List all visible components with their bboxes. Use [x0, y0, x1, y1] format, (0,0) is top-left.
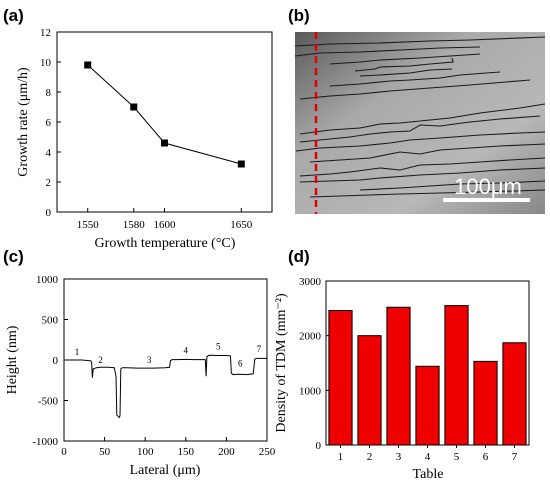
panel-c-xlabel: Lateral (μm) [130, 463, 201, 478]
panel-a-xlabel: Growth temperature (°C) [95, 236, 236, 251]
scale-bar-label: 100μm [454, 174, 522, 199]
panel-c-ytick-label: -500 [38, 396, 59, 408]
panel-c-annotations: 1 2 3 4 5 6 7 [75, 341, 262, 368]
panel-a-data-point [130, 103, 138, 111]
panel-d-bar [328, 310, 353, 446]
panel-c-y-ticks: -1000 -500 0 500 1000 [32, 274, 68, 448]
panel-a-xtick-label: 1550 [77, 219, 100, 231]
panel-c-region-label: 4 [184, 346, 189, 356]
panel-d-bar [386, 306, 411, 446]
panel-c-ytick-label: -1000 [32, 436, 58, 448]
panel-c-xtick-label: 200 [218, 446, 235, 458]
panel-a-ytick-label: 0 [46, 207, 52, 219]
panel-c-xtick-label: 100 [137, 446, 154, 458]
panel-d-ytick-label: 3000 [299, 276, 322, 288]
panel-c-ylabel: Height (nm) [5, 325, 20, 394]
panel-c-ytick-label: 500 [42, 315, 59, 327]
panel-a-xtick-label: 1650 [230, 219, 253, 231]
panel-c-frame [63, 278, 268, 442]
panel-a-markers [84, 61, 245, 168]
panel-c-region-label: 3 [147, 355, 152, 365]
panel-a-x-ticks: 1550 1580 1600 1650 [77, 208, 253, 231]
panel-d-xlabel: Table [413, 467, 444, 482]
panel-a-y-ticks: 0 2 4 6 8 10 12 [40, 27, 61, 219]
panel-d-ylabel: Density of TDM (mm⁻²) [274, 293, 289, 433]
panel-c-label: (c) [3, 247, 24, 266]
panel-d-ytick-label: 0 [316, 440, 322, 452]
panel-c-region-label: 1 [75, 347, 80, 357]
panel-c-region-label: 5 [216, 341, 221, 351]
panel-d-xtick-label: 7 [512, 451, 518, 463]
panel-d-chart: 0 1000 2000 3000 1 2 3 4 5 6 7 Table Density of T… [274, 276, 530, 482]
panel-d-bar [415, 365, 440, 446]
panel-a-ytick-label: 8 [46, 87, 52, 99]
panel-c-ytick-label: 1000 [36, 274, 59, 286]
panel-c-region-label: 6 [238, 358, 243, 368]
panel-d-y-ticks: 0 1000 2000 3000 [299, 276, 330, 452]
panel-a-ytick-label: 2 [46, 177, 52, 189]
panel-d-xtick-label: 6 [483, 451, 489, 463]
panel-a-series-line [87, 64, 242, 165]
micrograph-background [295, 32, 545, 214]
panel-d-ytick-label: 2000 [299, 331, 322, 343]
panel-d-xtick-label: 5 [454, 451, 460, 463]
panel-a-data-point [161, 139, 168, 147]
panel-c-chart: -1000 -500 0 500 1000 0 50 100 150 200 250 1 2 3 4 5 6… [5, 274, 276, 478]
panel-c-xtick-label: 50 [99, 446, 111, 458]
micrograph-step-lines [294, 36, 546, 198]
panel-a-chart: 0 2 4 6 8 10 12 1550 1580 1600 1650 Growth temper… [16, 27, 273, 251]
panel-d-bar [473, 360, 498, 446]
panel-a-xtick-label: 1600 [154, 219, 177, 231]
panel-a-ytick-label: 4 [46, 147, 52, 159]
panel-d-bars [328, 305, 527, 446]
panel-a-ytick-label: 12 [40, 27, 51, 39]
panel-d-bar [444, 305, 469, 446]
panel-c-profile-line [64, 354, 267, 419]
panel-d-xtick-label: 4 [425, 451, 431, 463]
panel-c-xtick-label: 150 [178, 446, 195, 458]
panel-a-data-point [237, 160, 245, 168]
panel-d-bar [357, 335, 382, 446]
panel-c-region-label: 7 [257, 344, 262, 354]
panel-d-xtick-label: 3 [396, 451, 402, 463]
panel-a-xtick-label: 1580 [123, 219, 146, 231]
panel-d-ytick-label: 1000 [299, 385, 322, 397]
panel-b-label: (b) [288, 6, 310, 25]
panel-a-label: (a) [3, 6, 24, 25]
panel-c-xtick-label: 0 [61, 446, 67, 458]
panel-a-ytick-label: 10 [40, 57, 52, 69]
panel-c-ytick-label: 0 [53, 355, 59, 367]
panel-a-ylabel: Growth rate (μm/h) [16, 67, 31, 177]
panel-a-data-point [84, 61, 92, 69]
panel-c-region-label: 2 [98, 355, 103, 365]
panel-d-label: (d) [288, 247, 310, 266]
panel-d-xtick-label: 1 [338, 451, 344, 463]
panel-b-micrograph: 100μm [294, 32, 546, 214]
panel-a-ytick-label: 6 [46, 117, 52, 129]
panel-d-bar [502, 342, 527, 446]
panel-a-frame [56, 31, 273, 213]
panel-d-xtick-label: 2 [367, 451, 373, 463]
panel-c-xtick-label: 250 [259, 446, 276, 458]
panel-c-x-ticks: 0 50 100 150 200 250 [61, 437, 276, 458]
panel-d-x-ticks: 1 2 3 4 5 6 7 [338, 445, 518, 463]
